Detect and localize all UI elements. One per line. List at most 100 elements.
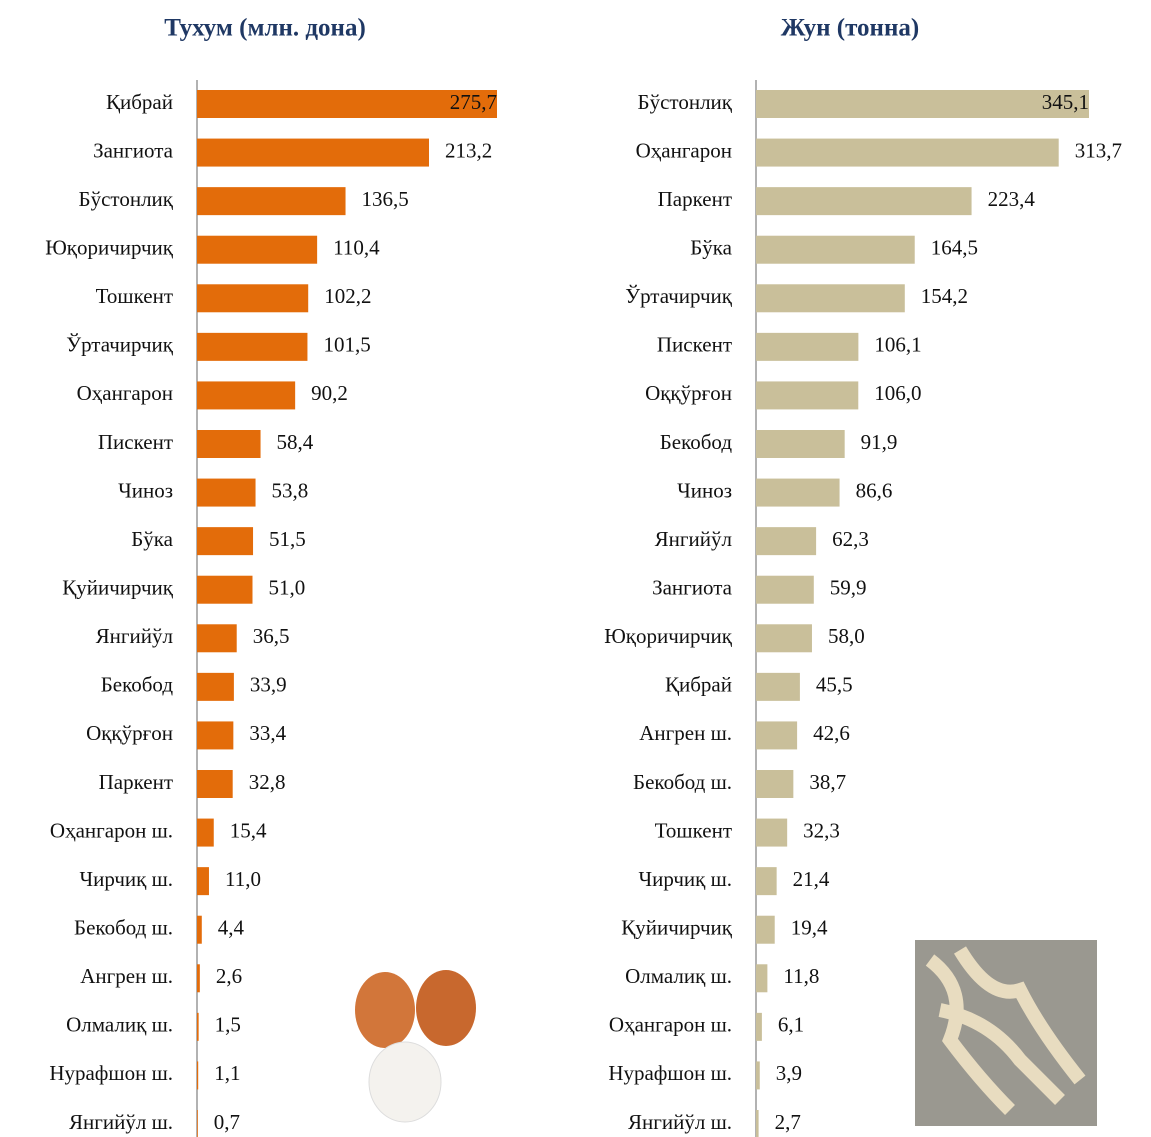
value-label: 345,1 [1042, 90, 1089, 114]
category-label: Чирчиқ ш. [79, 867, 173, 891]
bar [197, 430, 261, 458]
bar [756, 1012, 762, 1041]
value-label: 1,5 [215, 1013, 241, 1037]
bar [756, 332, 859, 361]
value-label: 33,4 [249, 721, 286, 745]
category-label: Қибрай [106, 90, 173, 114]
value-label: 32,8 [249, 770, 286, 794]
category-label: Оққўрғон [86, 721, 173, 745]
value-label: 21,4 [793, 867, 830, 891]
bar [197, 1061, 199, 1090]
category-label: Чиноз [118, 478, 173, 502]
bar [197, 721, 234, 750]
value-label: 0,7 [214, 1110, 240, 1134]
bar [197, 672, 234, 701]
value-label: 33,9 [250, 673, 287, 697]
value-label: 275,7 [450, 90, 497, 114]
category-label: Бўка [131, 527, 173, 551]
bar [756, 90, 1089, 118]
category-label: Оҳангарон [636, 138, 732, 162]
bar [197, 527, 254, 556]
category-label: Чирчиқ ш. [638, 867, 732, 891]
value-label: 106,1 [874, 333, 921, 357]
value-label: 106,0 [874, 381, 921, 405]
category-label: Чиноз [677, 478, 732, 502]
category-label: Нурафшон ш. [49, 1061, 173, 1085]
category-label: Оҳангарон [77, 381, 173, 405]
value-label: 2,7 [775, 1110, 801, 1134]
category-label: Паркент [99, 770, 173, 794]
value-label: 1,1 [214, 1061, 240, 1085]
category-label: Бўка [690, 236, 732, 260]
category-label: Олмалиқ ш. [625, 964, 732, 988]
value-label: 223,4 [988, 187, 1036, 211]
category-label: Бекобод ш. [633, 770, 732, 794]
value-label: 86,6 [856, 478, 893, 502]
value-label: 110,4 [333, 236, 380, 260]
bar [197, 90, 497, 118]
value-label: 164,5 [931, 236, 978, 260]
bar [197, 915, 202, 944]
bar [756, 624, 812, 653]
bar [756, 478, 840, 507]
bar [756, 915, 775, 944]
bar [756, 1061, 760, 1090]
category-label: Зангиота [652, 576, 733, 600]
bar [756, 575, 814, 604]
value-label: 11,0 [225, 867, 261, 891]
bar [197, 187, 346, 216]
bar [756, 770, 794, 798]
value-label: 42,6 [813, 721, 850, 745]
bar [197, 770, 233, 798]
category-label: Бўстонлиқ [79, 187, 174, 211]
category-label: Юқоричирчиқ [604, 624, 733, 648]
category-label: Пискент [98, 430, 173, 454]
category-label: Олмалиқ ш. [66, 1013, 173, 1037]
category-label: Оҳангарон ш. [50, 818, 173, 842]
category-label: Нурафшон ш. [608, 1061, 732, 1085]
bar [197, 867, 209, 896]
chart-title: Жун (тонна) [781, 15, 919, 42]
bar [197, 818, 214, 847]
category-label: Бекобод [101, 673, 174, 697]
category-label: Ўртачирчиқ [625, 284, 733, 308]
value-label: 58,4 [277, 430, 314, 454]
value-label: 32,3 [803, 818, 840, 842]
value-label: 2,6 [216, 964, 242, 988]
bar [197, 138, 429, 167]
value-label: 51,5 [269, 527, 306, 551]
category-label: Паркент [658, 187, 732, 211]
chart-title: Тухум (млн. дона) [164, 15, 366, 42]
value-label: 59,9 [830, 576, 867, 600]
category-label: Тошкент [655, 818, 732, 842]
value-label: 313,7 [1075, 138, 1122, 162]
bar [756, 381, 859, 410]
category-label: Янгийўл ш. [628, 1110, 732, 1134]
value-label: 154,2 [921, 284, 968, 308]
category-label: Тошкент [96, 284, 173, 308]
value-label: 15,4 [230, 818, 267, 842]
value-label: 4,4 [218, 916, 245, 940]
value-label: 101,5 [323, 333, 370, 357]
bar [756, 1110, 759, 1137]
category-label: Оҳангарон ш. [609, 1013, 732, 1037]
category-label: Бўстонлиқ [638, 90, 733, 114]
value-label: 45,5 [816, 673, 853, 697]
bar [197, 624, 237, 653]
bar [756, 672, 800, 701]
bar [756, 818, 788, 847]
bar [756, 867, 777, 896]
bar [197, 1110, 198, 1137]
value-label: 62,3 [832, 527, 869, 551]
category-label: Юқоричирчиқ [45, 236, 174, 260]
value-label: 11,8 [783, 964, 819, 988]
category-label: Ўртачирчиқ [66, 333, 174, 357]
value-label: 53,8 [272, 478, 309, 502]
value-label: 90,2 [311, 381, 348, 405]
category-label: Янгийўл [655, 527, 732, 551]
bar [756, 138, 1059, 167]
value-label: 19,4 [791, 916, 828, 940]
category-label: Янгийўл [96, 624, 173, 648]
category-label: Бекобод ш. [74, 916, 173, 940]
value-label: 58,0 [828, 624, 865, 648]
